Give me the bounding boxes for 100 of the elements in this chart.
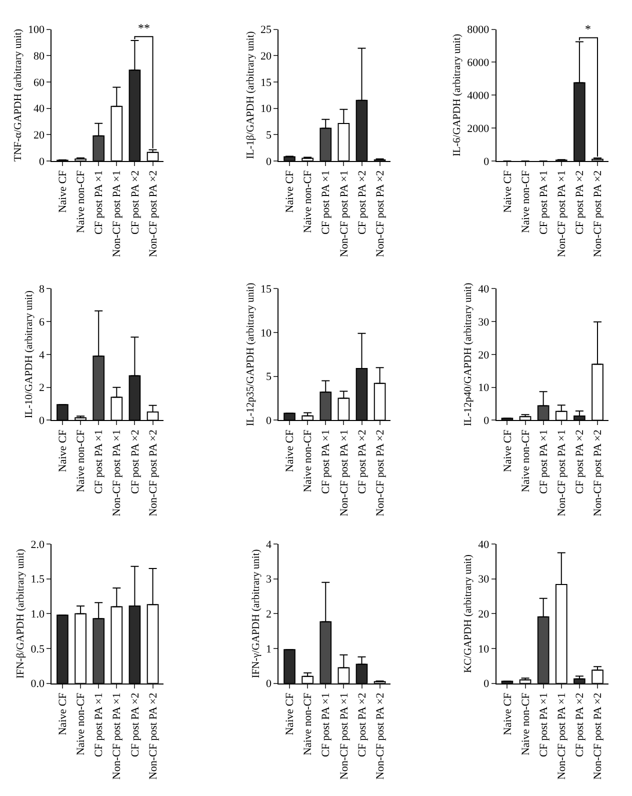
y-tick-label: 0 [38, 156, 45, 168]
x-tick-label: CF post PA ×1 [538, 430, 550, 494]
x-tick-label: Naive CF [284, 170, 296, 213]
x-tick-label: Naive non-CF [302, 430, 314, 492]
y-tick-label: 8 [38, 283, 45, 296]
y-tick-label: 0 [38, 415, 45, 428]
x-tick-label: Non-CF post PA ×1 [556, 430, 568, 516]
y-tick-label: 0 [266, 156, 272, 168]
x-tick-label: CF post PA ×1 [93, 430, 106, 494]
y-tick-label: 40 [478, 283, 490, 296]
y-axis-title: KC/GAPDH (arbitrary unit) [463, 554, 474, 673]
x-tick-label: Naive non-CF [302, 170, 314, 233]
x-tick-label: Non-CF post PA ×1 [338, 692, 350, 780]
x-tick-label: Naive non-CF [302, 692, 314, 756]
y-axis-title: IL-12p40/GAPDH (arbitrary unit) [463, 282, 474, 426]
y-tick-label: 10 [478, 643, 490, 656]
y-tick-label: 8000 [467, 24, 490, 36]
y-tick-label: 100 [28, 24, 45, 36]
x-tick-label: Non-CF post PA ×1 [111, 430, 124, 516]
x-tick-label: Non-CF post PA ×2 [592, 170, 604, 258]
x-tick-label: Naive CF [57, 692, 70, 736]
x-tick-label: Non-CF post PA ×2 [592, 692, 604, 780]
y-tick-label: 10 [260, 327, 272, 340]
x-tick-label: Naive non-CF [520, 170, 532, 233]
annotation: * [585, 22, 591, 36]
x-tick-label: CF post PA ×1 [320, 430, 332, 494]
y-tick-label: 0.5 [30, 643, 45, 656]
x-tick-label: Non-CF post PA ×2 [374, 692, 386, 780]
x-tick-label: Non-CF post PA ×2 [147, 430, 160, 516]
x-tick-label: Naive CF [57, 430, 70, 472]
x-tick-label: Non-CF post PA ×1 [338, 430, 350, 516]
x-tick-label: Non-CF post PA ×2 [592, 430, 604, 516]
y-axis-title: IFN-β/GAPDH (arbitrary unit) [16, 548, 27, 679]
y-tick-label: 2000 [467, 122, 490, 135]
x-tick-label: CF post PA ×2 [129, 692, 142, 757]
x-tick-label: CF post PA ×1 [93, 692, 106, 757]
x-tick-label: CF post PA ×2 [356, 692, 368, 757]
annotation: ** [138, 21, 150, 35]
x-tick-label: CF post PA ×2 [574, 430, 586, 494]
y-tick-label: 10 [478, 382, 490, 394]
y-tick-label: 0 [484, 156, 490, 168]
x-tick-label: CF post PA ×1 [538, 170, 550, 235]
y-axis-title: TNF-α/GAPDH (arbitrary unit) [12, 28, 24, 162]
y-tick-label: 4 [266, 538, 272, 551]
y-tick-label: 40 [478, 538, 490, 551]
y-tick-label: 40 [33, 103, 45, 116]
x-tick-label: Naive non-CF [520, 430, 532, 492]
y-tick-label: 2 [266, 608, 272, 621]
x-tick-label: CF post PA ×2 [356, 170, 368, 235]
x-tick-label: Non-CF post PA ×1 [338, 170, 350, 258]
y-axis-title: IL-12p35/GAPDH (arbitrary unit) [245, 282, 256, 426]
y-tick-label: 0 [266, 678, 272, 690]
y-tick-label: 6000 [467, 57, 490, 70]
y-tick-label: 80 [33, 50, 45, 63]
y-tick-label: 20 [260, 50, 272, 63]
x-tick-label: CF post PA ×1 [93, 170, 106, 235]
y-tick-label: 4000 [467, 90, 490, 102]
x-tick-label: CF post PA ×2 [574, 170, 586, 235]
y-tick-label: 3 [266, 574, 272, 586]
y-tick-label: 15 [260, 76, 272, 89]
y-tick-label: 5 [266, 371, 272, 384]
y-tick-label: 1.5 [30, 574, 45, 586]
y-tick-label: 0.0 [30, 678, 45, 690]
y-tick-label: 10 [260, 103, 272, 116]
x-tick-label: CF post PA ×1 [320, 692, 332, 757]
x-tick-label: CF post PA ×2 [574, 692, 586, 757]
y-tick-label: 20 [33, 129, 45, 142]
y-tick-label: 30 [478, 316, 490, 328]
x-tick-label: Non-CF post PA ×1 [556, 692, 568, 780]
y-tick-label: 25 [260, 24, 272, 36]
x-tick-label: Non-CF post PA ×1 [111, 170, 124, 258]
x-tick-label: Naive non-CF [75, 170, 88, 233]
x-tick-label: Naive CF [502, 430, 514, 472]
y-tick-label: 0 [484, 678, 490, 690]
x-tick-label: Naive non-CF [520, 692, 532, 756]
x-tick-label: Non-CF post PA ×2 [147, 692, 160, 780]
x-tick-label: Naive non-CF [75, 692, 88, 756]
x-tick-label: Naive CF [284, 692, 296, 736]
y-tick-label: 1.0 [30, 608, 45, 621]
y-tick-label: 0 [484, 415, 490, 428]
y-tick-label: 30 [478, 574, 490, 586]
x-tick-label: Non-CF post PA ×2 [374, 430, 386, 516]
y-tick-label: 2.0 [30, 538, 45, 551]
x-tick-label: Naive CF [284, 430, 296, 472]
x-tick-label: Non-CF post PA ×1 [111, 692, 124, 780]
y-axis-title: IFN-γ/GAPDH (arbitrary unit) [250, 548, 262, 678]
y-axis-title: IL-6/GAPDH (arbitrary unit) [452, 33, 464, 156]
y-tick-label: 20 [478, 608, 490, 621]
x-tick-label: Naive CF [502, 692, 514, 736]
y-tick-label: 15 [260, 283, 272, 296]
x-tick-label: Naive CF [502, 170, 514, 213]
x-tick-label: Non-CF post PA ×2 [374, 170, 386, 258]
y-tick-label: 20 [478, 349, 490, 362]
y-tick-label: 6 [38, 316, 45, 328]
x-tick-label: Non-CF post PA ×2 [147, 170, 160, 258]
y-tick-label: 60 [33, 76, 45, 89]
x-tick-label: Non-CF post PA ×1 [556, 170, 568, 258]
x-tick-label: CF post PA ×1 [538, 692, 550, 757]
y-tick-label: 1 [266, 643, 272, 656]
y-axis-title: IL-10/GAPDH (arbitrary unit) [24, 290, 35, 418]
